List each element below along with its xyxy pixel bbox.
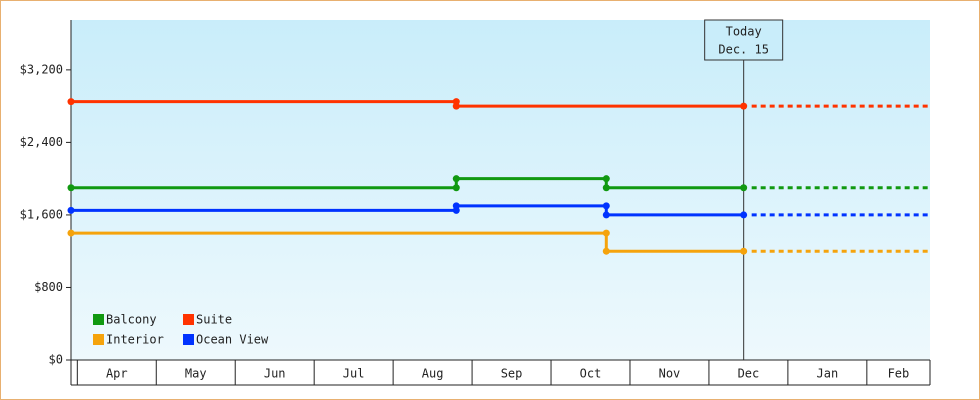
data-point bbox=[67, 229, 75, 237]
y-tick-label: $800 bbox=[34, 280, 63, 294]
x-tick-label: Jun bbox=[264, 367, 286, 381]
legend-swatch bbox=[183, 334, 194, 345]
data-point bbox=[740, 247, 748, 255]
data-point bbox=[452, 202, 460, 210]
x-tick-label: Feb bbox=[888, 367, 910, 381]
data-point bbox=[740, 184, 748, 192]
today-label: Today bbox=[726, 25, 762, 39]
y-tick-label: $0 bbox=[49, 353, 63, 367]
legend-swatch bbox=[183, 314, 194, 325]
step-point bbox=[602, 229, 610, 237]
x-tick-label: Nov bbox=[659, 367, 681, 381]
data-point bbox=[602, 247, 610, 255]
plot-area bbox=[71, 20, 930, 360]
data-point bbox=[452, 102, 460, 110]
y-tick-label: $3,200 bbox=[20, 62, 63, 76]
today-box bbox=[704, 19, 784, 61]
data-point bbox=[740, 211, 748, 219]
data-point bbox=[67, 184, 75, 192]
x-tick-label: Apr bbox=[106, 367, 128, 381]
legend-label: Interior bbox=[106, 333, 164, 347]
step-point bbox=[602, 202, 610, 210]
legend-swatch bbox=[93, 334, 104, 345]
series-line bbox=[71, 204, 744, 217]
data-point bbox=[602, 211, 610, 219]
data-point bbox=[740, 102, 748, 110]
step-point bbox=[452, 184, 460, 192]
x-tick-label: Jul bbox=[343, 367, 365, 381]
legend-label: Ocean View bbox=[196, 333, 269, 347]
legend-label: Suite bbox=[196, 313, 232, 327]
legend-label: Balcony bbox=[106, 313, 157, 327]
y-tick-label: $1,600 bbox=[20, 207, 63, 221]
step-point bbox=[602, 175, 610, 183]
y-tick-label: $2,400 bbox=[20, 135, 63, 149]
x-tick-label: Dec bbox=[738, 367, 760, 381]
today-label: Dec. 15 bbox=[718, 43, 769, 57]
x-tick-label: Oct bbox=[580, 367, 602, 381]
data-point bbox=[67, 206, 75, 214]
series-line bbox=[71, 231, 744, 253]
series-line bbox=[71, 177, 744, 190]
x-tick-label: May bbox=[185, 367, 207, 381]
data-point bbox=[67, 98, 75, 106]
data-point bbox=[452, 175, 460, 183]
legend-swatch bbox=[93, 314, 104, 325]
x-tick-label: Sep bbox=[501, 367, 523, 381]
data-point bbox=[602, 184, 610, 192]
x-tick-label: Aug bbox=[422, 367, 444, 381]
x-tick-label: Jan bbox=[817, 367, 839, 381]
